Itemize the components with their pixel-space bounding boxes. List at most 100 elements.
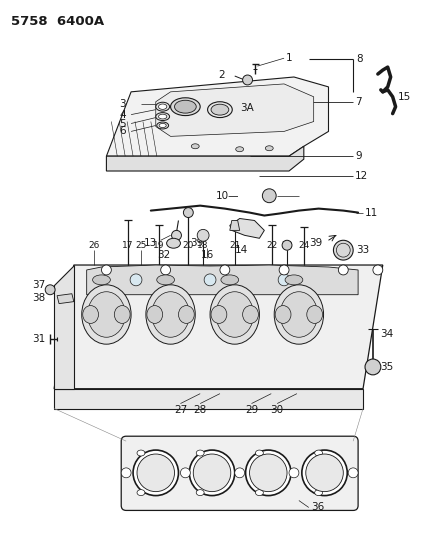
Text: 28: 28: [193, 406, 207, 416]
Text: 23: 23: [281, 241, 293, 250]
Text: 3: 3: [119, 99, 126, 109]
Ellipse shape: [191, 144, 199, 149]
Text: 4: 4: [119, 110, 126, 119]
Text: 20: 20: [183, 241, 194, 250]
Polygon shape: [87, 265, 358, 295]
Text: 24: 24: [298, 241, 309, 250]
Text: 37: 37: [33, 280, 46, 290]
Ellipse shape: [265, 146, 273, 151]
Polygon shape: [107, 77, 329, 156]
Text: 26: 26: [88, 241, 99, 250]
Text: 16: 16: [200, 250, 214, 260]
Ellipse shape: [158, 114, 167, 119]
Ellipse shape: [274, 285, 324, 344]
Ellipse shape: [137, 450, 145, 456]
Ellipse shape: [210, 285, 259, 344]
Text: 33: 33: [356, 245, 369, 255]
Text: 1: 1: [286, 53, 293, 63]
Ellipse shape: [256, 490, 263, 496]
Circle shape: [348, 468, 358, 478]
Text: 9: 9: [355, 151, 362, 161]
Ellipse shape: [178, 305, 194, 324]
Circle shape: [365, 359, 381, 375]
Text: 32: 32: [157, 250, 170, 260]
Ellipse shape: [236, 147, 244, 152]
Ellipse shape: [211, 305, 227, 324]
Circle shape: [197, 229, 209, 241]
Polygon shape: [54, 265, 383, 389]
Ellipse shape: [158, 104, 167, 109]
Text: 13: 13: [144, 238, 158, 248]
Text: 5758  6400A: 5758 6400A: [11, 14, 104, 28]
Ellipse shape: [256, 450, 263, 456]
Text: 22: 22: [267, 241, 278, 250]
Ellipse shape: [175, 100, 196, 113]
Text: 39: 39: [190, 238, 204, 248]
Circle shape: [220, 265, 230, 275]
Circle shape: [184, 208, 193, 217]
Text: 18: 18: [197, 241, 209, 250]
Ellipse shape: [306, 454, 343, 491]
Text: 15: 15: [398, 92, 411, 102]
Text: 2: 2: [218, 70, 225, 80]
Text: 11: 11: [365, 207, 378, 217]
Text: 5: 5: [119, 118, 126, 128]
Circle shape: [181, 468, 190, 478]
Ellipse shape: [315, 450, 323, 456]
Text: 39: 39: [309, 238, 322, 248]
Ellipse shape: [152, 292, 189, 337]
Text: 8: 8: [356, 54, 363, 64]
Circle shape: [373, 265, 383, 275]
Circle shape: [172, 230, 181, 240]
Ellipse shape: [250, 454, 287, 491]
Ellipse shape: [82, 285, 131, 344]
Ellipse shape: [156, 112, 169, 120]
Text: 3A: 3A: [241, 103, 254, 112]
FancyBboxPatch shape: [121, 436, 358, 511]
Ellipse shape: [157, 122, 169, 129]
Polygon shape: [54, 265, 74, 389]
Circle shape: [289, 468, 299, 478]
Ellipse shape: [157, 275, 175, 285]
Ellipse shape: [285, 275, 303, 285]
Circle shape: [278, 274, 290, 286]
Ellipse shape: [193, 454, 231, 491]
Polygon shape: [57, 294, 74, 304]
Circle shape: [333, 240, 353, 260]
Text: 34: 34: [380, 329, 393, 340]
Circle shape: [121, 468, 131, 478]
Ellipse shape: [83, 305, 98, 324]
Ellipse shape: [137, 454, 175, 491]
Ellipse shape: [166, 238, 181, 248]
Circle shape: [339, 265, 348, 275]
Text: 6: 6: [119, 126, 126, 136]
Text: 10—: 10—: [216, 191, 240, 201]
Ellipse shape: [146, 285, 195, 344]
Ellipse shape: [189, 450, 235, 496]
Text: 19: 19: [153, 241, 164, 250]
Ellipse shape: [246, 450, 291, 496]
Text: 31: 31: [33, 334, 46, 344]
Text: 12: 12: [355, 171, 369, 181]
Ellipse shape: [221, 275, 239, 285]
Ellipse shape: [315, 490, 323, 496]
Circle shape: [204, 274, 216, 286]
Polygon shape: [230, 219, 265, 238]
Circle shape: [324, 468, 333, 478]
Ellipse shape: [137, 490, 145, 496]
Circle shape: [101, 265, 111, 275]
Ellipse shape: [216, 292, 253, 337]
Polygon shape: [107, 146, 304, 171]
Text: 17: 17: [122, 241, 134, 250]
Text: 29: 29: [245, 406, 258, 416]
Text: 35: 35: [380, 362, 393, 372]
Text: 25: 25: [135, 241, 147, 250]
Ellipse shape: [280, 292, 318, 337]
Ellipse shape: [208, 102, 232, 118]
Text: 36: 36: [311, 503, 324, 512]
Text: 27: 27: [174, 406, 187, 416]
Circle shape: [235, 468, 244, 478]
Text: 21: 21: [229, 241, 241, 250]
Ellipse shape: [133, 450, 178, 496]
Text: 14: 14: [235, 245, 248, 255]
